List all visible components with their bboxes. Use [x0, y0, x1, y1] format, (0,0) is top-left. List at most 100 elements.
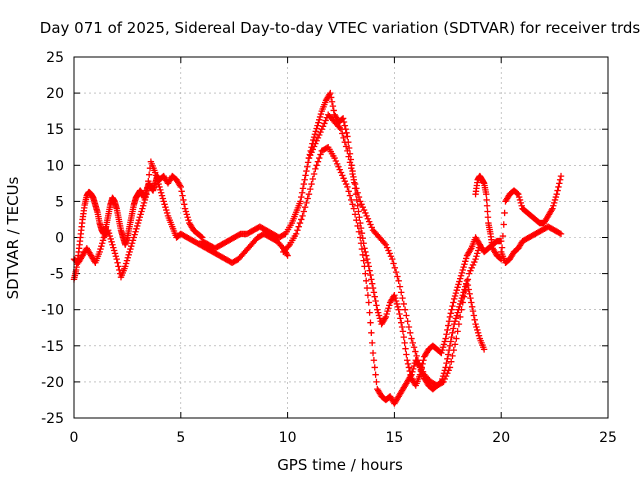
data-point [304, 159, 312, 166]
data-point [363, 255, 371, 263]
data-point [351, 211, 359, 218]
data-point [350, 176, 358, 183]
data-point [297, 198, 304, 205]
x-tick-label: 20 [492, 430, 510, 446]
data-point [109, 241, 116, 248]
data-point [313, 125, 320, 132]
data-point [394, 303, 402, 311]
y-tick-label: -5 [50, 267, 64, 283]
data-point [450, 346, 457, 354]
data-point [346, 192, 354, 199]
data-point [464, 276, 472, 283]
data-point [333, 160, 341, 168]
data-point [453, 287, 460, 294]
data-point [151, 169, 159, 176]
data-point [336, 124, 343, 131]
data-point [296, 219, 304, 227]
data-point [471, 316, 478, 324]
data-point [516, 196, 524, 204]
data-point [340, 118, 348, 126]
data-point [128, 240, 136, 247]
series-trace-a [70, 172, 206, 283]
data-point [556, 176, 564, 183]
y-tick-label: 10 [46, 158, 64, 174]
data-point [484, 214, 492, 221]
data-point [419, 368, 427, 375]
data-point [556, 180, 563, 187]
data-point [484, 208, 491, 215]
data-point [340, 175, 347, 182]
data-point [140, 199, 148, 207]
data-point [409, 365, 417, 373]
data-point [404, 318, 411, 325]
data-point [124, 254, 132, 261]
data-point [349, 201, 356, 208]
data-point [163, 209, 171, 217]
data-point [445, 322, 452, 329]
data-point [115, 263, 122, 270]
data-point [385, 305, 392, 312]
data-point [354, 189, 361, 196]
data-point [315, 119, 322, 126]
data-point [439, 344, 447, 351]
data-point [452, 289, 460, 297]
data-point [105, 229, 113, 237]
data-point [316, 116, 323, 124]
data-point [473, 253, 480, 260]
data-point [108, 238, 115, 246]
data-point [442, 335, 449, 342]
data-point [462, 255, 470, 262]
data-point [400, 333, 407, 341]
data-point [396, 283, 404, 290]
data-point [307, 185, 314, 193]
data-point [358, 201, 365, 208]
data-point [301, 176, 308, 183]
data-point [344, 133, 351, 140]
data-point [298, 216, 305, 223]
data-point [140, 202, 147, 209]
data-point [339, 115, 347, 122]
data-point [447, 310, 454, 317]
data-point [408, 335, 415, 342]
data-point [453, 335, 460, 342]
data-point [451, 341, 459, 348]
data-point [348, 164, 355, 172]
data-point [339, 172, 346, 179]
data-point [420, 357, 427, 364]
data-point [443, 331, 450, 338]
data-point [336, 166, 343, 173]
data-point [99, 237, 107, 244]
data-point [474, 247, 482, 254]
data-point [371, 293, 378, 300]
data-point [145, 171, 153, 178]
data-point [317, 151, 324, 158]
data-point [153, 175, 161, 182]
data-point [158, 192, 166, 199]
data-point [444, 326, 451, 334]
data-point [514, 190, 521, 197]
data-point [454, 309, 461, 316]
data-point [316, 131, 323, 139]
data-point [386, 302, 393, 309]
data-point [341, 138, 349, 146]
data-point [475, 244, 483, 251]
data-point [549, 205, 556, 212]
data-point [351, 180, 359, 188]
data-point [389, 255, 396, 263]
data-point [355, 228, 363, 235]
x-tick-label: 0 [70, 430, 79, 446]
data-point [371, 364, 378, 371]
data-point [305, 190, 313, 198]
data-point [156, 183, 163, 191]
data-point [198, 233, 205, 240]
data-point [399, 294, 406, 302]
data-point [363, 212, 370, 220]
data-point [161, 201, 168, 208]
data-point [110, 244, 117, 251]
data-point [96, 248, 103, 256]
data-point [328, 98, 336, 105]
data-point [304, 195, 311, 202]
data-point [299, 185, 307, 192]
data-point [550, 199, 558, 207]
